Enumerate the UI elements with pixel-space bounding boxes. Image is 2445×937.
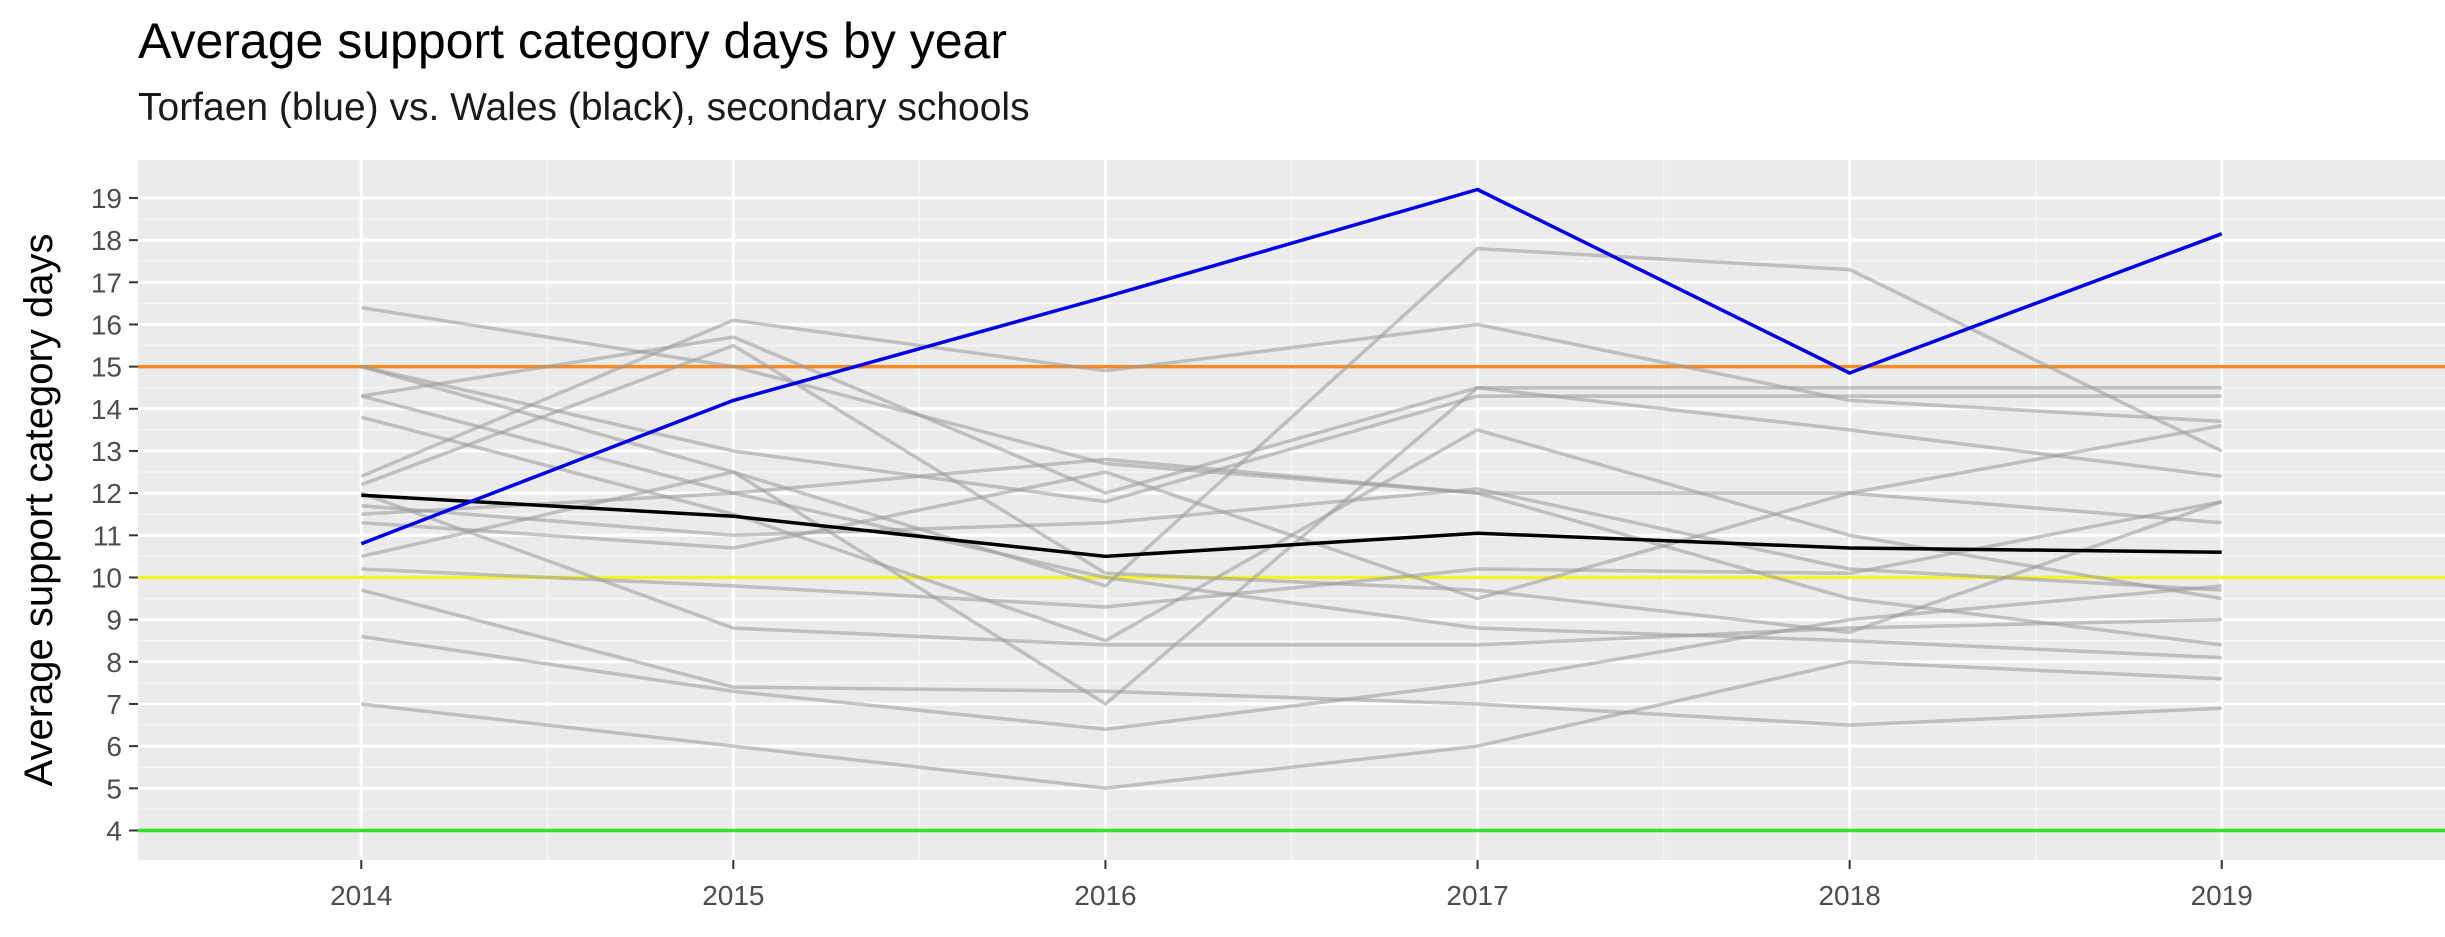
series-line xyxy=(361,493,2222,559)
x-tick-label: 2014 xyxy=(330,880,392,911)
background-series-line xyxy=(361,499,2223,609)
minor-gridlines xyxy=(138,160,2445,860)
highlight-series xyxy=(360,187,2223,559)
y-tick-label: 5 xyxy=(106,773,122,804)
y-tick-label: 18 xyxy=(91,225,122,256)
background-series-line xyxy=(361,423,2223,601)
y-tick-label: 19 xyxy=(91,183,122,214)
y-axis: 4 5 6 7 8 9 10 11 12 13 14 15 16 17 18 19 xyxy=(91,183,138,846)
background-series-line xyxy=(361,305,2222,647)
y-tick-label: 11 xyxy=(93,520,122,551)
background-series-line xyxy=(360,246,2223,588)
background-series-line xyxy=(360,588,2222,727)
background-series xyxy=(360,246,2223,791)
y-tick-label: 7 xyxy=(106,689,122,720)
chart-title: Average support category days by year xyxy=(138,13,1008,69)
y-axis-title: Average support category days xyxy=(17,234,61,787)
background-series-line xyxy=(360,394,2222,660)
y-tick-label: 6 xyxy=(106,731,122,762)
chart-subtitle: Torfaen (blue) vs. Wales (black), second… xyxy=(138,86,1030,129)
y-tick-label: 8 xyxy=(106,647,122,678)
x-tick-label: 2016 xyxy=(1074,880,1136,911)
x-tick-label: 2019 xyxy=(2191,880,2253,911)
y-tick-label: 14 xyxy=(91,394,122,425)
background-series-line xyxy=(361,487,2222,592)
y-tick-label: 9 xyxy=(106,605,122,636)
background-series-line xyxy=(361,457,2222,525)
y-tick-label: 12 xyxy=(91,478,122,509)
background-series-line xyxy=(360,491,2222,647)
series-line xyxy=(360,187,2223,546)
background-series-line xyxy=(360,318,2222,478)
x-tick-label: 2015 xyxy=(702,880,764,911)
background-series-line xyxy=(361,660,2222,791)
background-series-line xyxy=(361,584,2222,732)
y-tick-label: 16 xyxy=(91,309,122,340)
y-tick-label: 15 xyxy=(91,352,122,383)
x-tick-label: 2018 xyxy=(1818,880,1880,911)
x-tick-label: 2017 xyxy=(1446,880,1508,911)
background-series-line xyxy=(360,364,2222,504)
y-tick-label: 10 xyxy=(91,562,122,593)
background-series-line xyxy=(360,343,2223,635)
y-tick-label: 17 xyxy=(91,267,122,298)
y-tick-label: 13 xyxy=(91,436,122,467)
y-tick-label: 4 xyxy=(106,815,122,846)
x-axis: 2014 2015 2016 2017 2018 2019 xyxy=(330,860,2253,911)
